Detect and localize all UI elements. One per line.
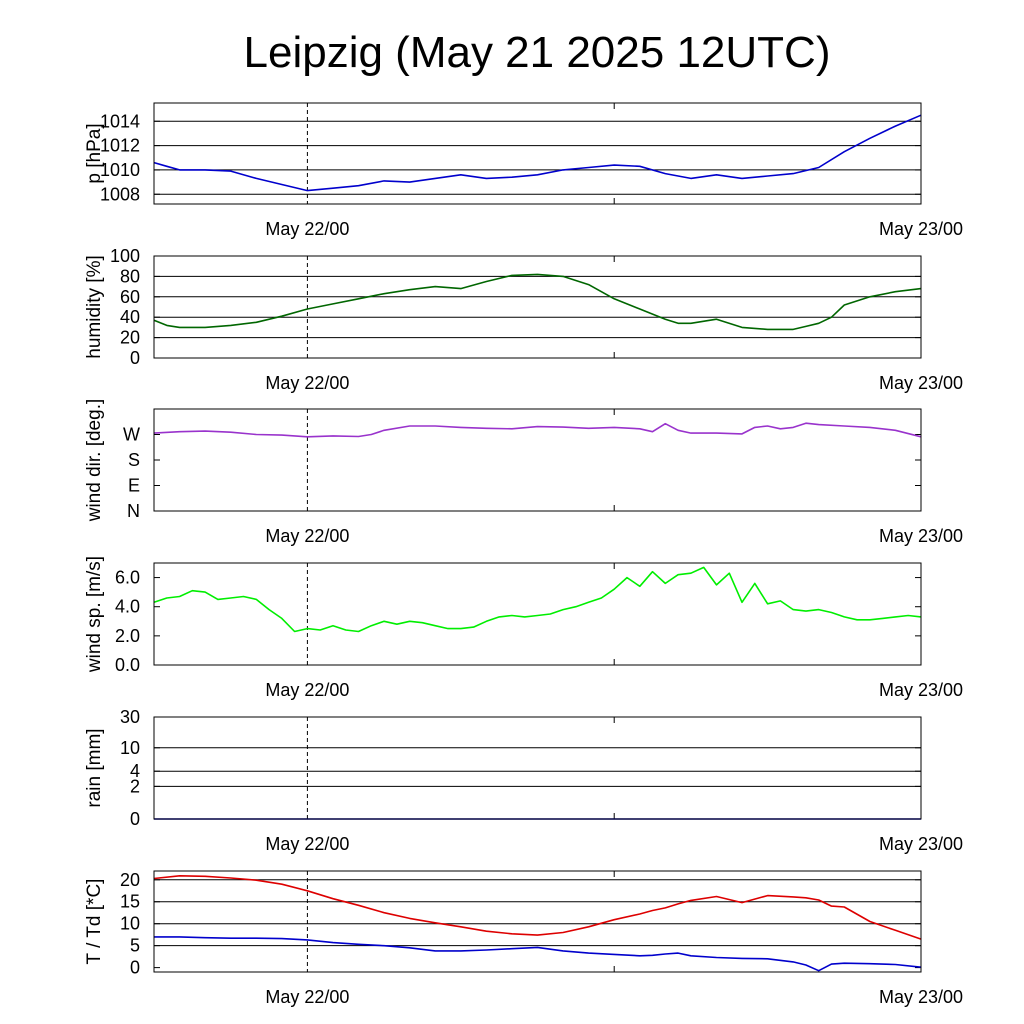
y-tick-label: 60 — [120, 287, 140, 307]
y-axis-label: wind dir. [deg.] — [84, 399, 105, 523]
y-tick-label: 1008 — [100, 184, 140, 204]
y-tick-label: 0 — [130, 958, 140, 978]
y-tick-label: 5 — [130, 936, 140, 956]
x-tick-label: May 22/00 — [265, 834, 349, 854]
y-tick-label: 2.0 — [115, 626, 140, 646]
y-tick-label: 2 — [130, 776, 140, 796]
plot-frame — [153, 716, 922, 820]
x-tick-label: May 22/00 — [265, 680, 349, 700]
y-tick-label: 100 — [110, 246, 140, 266]
x-tick-label: May 23/00 — [879, 526, 963, 546]
y-tick-label: W — [123, 425, 140, 445]
y-tick-label: S — [128, 450, 140, 470]
chart-title: Leipzig (May 21 2025 12UTC) — [244, 28, 831, 77]
x-tick-label: May 22/00 — [265, 987, 349, 1007]
y-axis-label: p [hPa] — [84, 123, 105, 183]
x-tick-label: May 22/00 — [265, 373, 349, 393]
y-tick-label: N — [127, 501, 140, 521]
y-tick-label: 1010 — [100, 160, 140, 180]
series-line-0 — [153, 114, 922, 192]
series-line-0 — [153, 566, 922, 633]
y-axis-label: rain [mm] — [84, 728, 105, 807]
x-tick-label: May 23/00 — [879, 680, 963, 700]
y-tick-label: 6.0 — [115, 568, 140, 588]
y-tick-label: 20 — [120, 870, 140, 890]
y-axis-label: wind sp. [m/s] — [84, 556, 105, 673]
y-tick-label: 10 — [120, 738, 140, 758]
series-line-0 — [153, 874, 922, 940]
x-tick-label: May 23/00 — [879, 219, 963, 239]
y-axis-label: T / Td [*C] — [84, 879, 105, 965]
plot-frame — [153, 562, 922, 666]
x-tick-label: May 22/00 — [265, 219, 349, 239]
y-tick-label: 0.0 — [115, 655, 140, 675]
y-tick-label: 40 — [120, 307, 140, 327]
y-tick-label: 0 — [130, 809, 140, 829]
y-tick-label: 1012 — [100, 136, 140, 156]
plot-frame — [153, 870, 922, 973]
y-tick-label: 15 — [120, 892, 140, 912]
x-tick-label: May 23/00 — [879, 834, 963, 854]
y-axis-label: humidity [%] — [84, 255, 105, 358]
y-tick-label: 4 — [130, 761, 140, 781]
y-tick-label: 20 — [120, 328, 140, 348]
plot-frame — [153, 408, 922, 512]
series-line-0 — [153, 422, 922, 438]
x-tick-label: May 23/00 — [879, 987, 963, 1007]
y-tick-label: 30 — [120, 707, 140, 727]
series-line-1 — [154, 936, 922, 972]
panel-rain: 0 24 10 30 rain [mm] May 22/00 May 23/00 — [84, 707, 963, 854]
y-tick-label: 10 — [120, 914, 140, 934]
y-tick-label: E — [128, 476, 140, 496]
y-tick-label: 4.0 — [115, 597, 140, 617]
y-tick-label: 80 — [120, 266, 140, 286]
plot-frame — [153, 255, 922, 359]
series-line-0 — [153, 273, 922, 331]
y-tick-label: 0 — [130, 348, 140, 368]
plot-frame — [153, 102, 922, 205]
panel-wind_speed: 0.0 2.0 4.0 6.0 wind sp. [m/s] May 22/00 May 2… — [84, 556, 963, 700]
x-tick-label: May 23/00 — [879, 373, 963, 393]
x-tick-label: May 22/00 — [265, 526, 349, 546]
y-tick-label: 1014 — [100, 111, 140, 131]
